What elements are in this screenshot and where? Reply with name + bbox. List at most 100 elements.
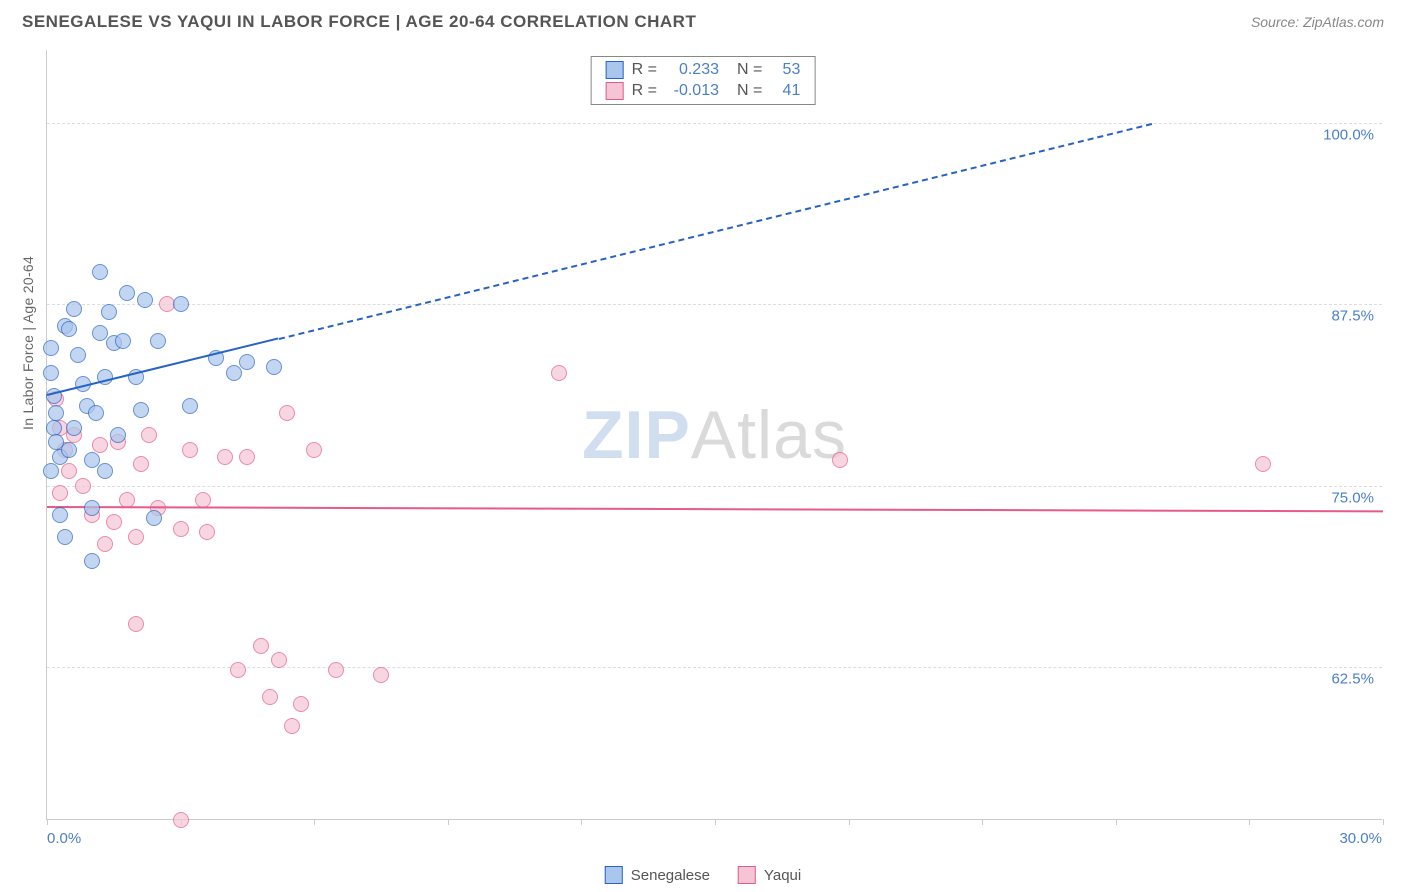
gridline bbox=[47, 667, 1382, 668]
data-point-senegalese bbox=[43, 463, 59, 479]
data-point-yaqui bbox=[182, 442, 198, 458]
data-point-senegalese bbox=[84, 553, 100, 569]
data-point-yaqui bbox=[199, 524, 215, 540]
data-point-yaqui bbox=[75, 478, 91, 494]
x-tick bbox=[1383, 819, 1384, 825]
data-point-yaqui bbox=[293, 696, 309, 712]
data-point-senegalese bbox=[84, 452, 100, 468]
stats-row-yaqui: R =-0.013N =41 bbox=[606, 82, 801, 100]
r-label: R = bbox=[632, 82, 657, 100]
n-value: 53 bbox=[770, 61, 800, 79]
data-point-yaqui bbox=[262, 689, 278, 705]
data-point-senegalese bbox=[239, 354, 255, 370]
gridline bbox=[47, 486, 1382, 487]
data-point-senegalese bbox=[97, 463, 113, 479]
n-value: 41 bbox=[770, 82, 800, 100]
data-point-yaqui bbox=[173, 812, 189, 828]
data-point-yaqui bbox=[832, 452, 848, 468]
data-point-senegalese bbox=[61, 321, 77, 337]
data-point-senegalese bbox=[182, 398, 198, 414]
data-point-senegalese bbox=[48, 405, 64, 421]
x-axis-max-label: 30.0% bbox=[1339, 830, 1382, 847]
swatch-icon bbox=[605, 866, 623, 884]
swatch-icon bbox=[738, 866, 756, 884]
data-point-senegalese bbox=[137, 292, 153, 308]
data-point-senegalese bbox=[92, 264, 108, 280]
data-point-yaqui bbox=[551, 365, 567, 381]
data-point-senegalese bbox=[66, 420, 82, 436]
data-point-yaqui bbox=[128, 616, 144, 632]
data-point-yaqui bbox=[141, 427, 157, 443]
r-value: -0.013 bbox=[665, 82, 719, 100]
data-point-senegalese bbox=[70, 347, 86, 363]
stats-legend-box: R =0.233N =53R =-0.013N =41 bbox=[591, 56, 816, 105]
y-tick-label: 87.5% bbox=[1331, 308, 1374, 325]
data-point-senegalese bbox=[61, 442, 77, 458]
data-point-senegalese bbox=[226, 365, 242, 381]
gridline bbox=[47, 123, 1382, 124]
data-point-yaqui bbox=[230, 662, 246, 678]
data-point-senegalese bbox=[43, 340, 59, 356]
data-point-senegalese bbox=[66, 301, 82, 317]
data-point-yaqui bbox=[128, 529, 144, 545]
data-point-yaqui bbox=[92, 437, 108, 453]
x-tick bbox=[1116, 819, 1117, 825]
data-point-senegalese bbox=[84, 500, 100, 516]
y-tick-label: 100.0% bbox=[1323, 126, 1374, 143]
data-point-senegalese bbox=[173, 296, 189, 312]
data-point-yaqui bbox=[52, 485, 68, 501]
data-point-yaqui bbox=[239, 449, 255, 465]
data-point-yaqui bbox=[253, 638, 269, 654]
x-tick bbox=[715, 819, 716, 825]
series-legend: Senegalese Yaqui bbox=[605, 866, 802, 884]
gridline bbox=[47, 304, 1382, 305]
source-label: Source: ZipAtlas.com bbox=[1251, 14, 1384, 30]
data-point-senegalese bbox=[101, 304, 117, 320]
legend-label: Senegalese bbox=[631, 867, 710, 884]
data-point-yaqui bbox=[133, 456, 149, 472]
x-tick bbox=[581, 819, 582, 825]
trend-line-senegalese-extrapolated bbox=[278, 123, 1151, 340]
y-axis-title: In Labor Force | Age 20-64 bbox=[20, 256, 36, 430]
trend-line-yaqui bbox=[47, 506, 1383, 512]
y-tick-label: 62.5% bbox=[1331, 671, 1374, 688]
data-point-senegalese bbox=[146, 510, 162, 526]
data-point-yaqui bbox=[284, 718, 300, 734]
data-point-senegalese bbox=[133, 402, 149, 418]
correlation-chart: ZIPAtlas 62.5%75.0%87.5%100.0%0.0%30.0% bbox=[46, 50, 1382, 820]
data-point-senegalese bbox=[110, 427, 126, 443]
data-point-yaqui bbox=[306, 442, 322, 458]
swatch-icon bbox=[606, 61, 624, 79]
x-tick bbox=[1249, 819, 1250, 825]
data-point-yaqui bbox=[61, 463, 77, 479]
watermark: ZIPAtlas bbox=[582, 396, 847, 474]
data-point-senegalese bbox=[88, 405, 104, 421]
data-point-yaqui bbox=[1255, 456, 1271, 472]
x-tick bbox=[982, 819, 983, 825]
r-label: R = bbox=[632, 61, 657, 79]
r-value: 0.233 bbox=[665, 61, 719, 79]
data-point-yaqui bbox=[328, 662, 344, 678]
data-point-yaqui bbox=[217, 449, 233, 465]
data-point-senegalese bbox=[115, 333, 131, 349]
data-point-senegalese bbox=[57, 529, 73, 545]
data-point-senegalese bbox=[266, 359, 282, 375]
watermark-zip: ZIP bbox=[582, 397, 691, 473]
x-tick bbox=[47, 819, 48, 825]
watermark-atlas: Atlas bbox=[691, 397, 847, 473]
swatch-icon bbox=[606, 82, 624, 100]
data-point-yaqui bbox=[279, 405, 295, 421]
data-point-yaqui bbox=[173, 521, 189, 537]
data-point-senegalese bbox=[43, 365, 59, 381]
legend-item-senegalese: Senegalese bbox=[605, 866, 710, 884]
y-tick-label: 75.0% bbox=[1331, 489, 1374, 506]
page-title: SENEGALESE VS YAQUI IN LABOR FORCE | AGE… bbox=[22, 12, 696, 32]
data-point-senegalese bbox=[150, 333, 166, 349]
data-point-yaqui bbox=[106, 514, 122, 530]
legend-label: Yaqui bbox=[764, 867, 801, 884]
data-point-senegalese bbox=[46, 420, 62, 436]
legend-item-yaqui: Yaqui bbox=[738, 866, 801, 884]
data-point-senegalese bbox=[52, 507, 68, 523]
n-label: N = bbox=[737, 61, 762, 79]
x-tick bbox=[448, 819, 449, 825]
